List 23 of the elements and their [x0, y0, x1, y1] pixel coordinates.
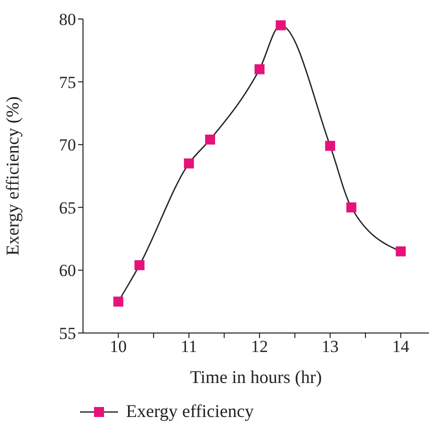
x-tick-label: 12: [251, 337, 268, 356]
point: [396, 246, 406, 256]
point: [325, 140, 336, 151]
point: [184, 158, 194, 168]
point: [134, 260, 144, 270]
x-tick-label: 11: [180, 337, 198, 356]
point: [113, 296, 124, 307]
y-tick-label: 70: [59, 136, 76, 155]
y-tick-label: 75: [59, 72, 76, 92]
legend-label: Exergy efficiency: [126, 401, 254, 422]
point: [254, 64, 265, 74]
x-tick-label: 10: [110, 337, 127, 356]
y-tick-label: 60: [59, 261, 76, 280]
point: [346, 202, 356, 212]
point: [205, 134, 216, 145]
x-axis-title: Time in hours (hr): [190, 367, 322, 387]
x-tick-label: 13: [322, 337, 339, 356]
point: [276, 20, 286, 30]
y-tick-label: 65: [59, 198, 76, 218]
y-axis-title: Exergy efficiency (%): [2, 96, 22, 256]
x-tick-label: 14: [392, 337, 410, 356]
y-tick-label: 55: [59, 324, 76, 344]
y-tick-label: 80: [59, 10, 76, 30]
